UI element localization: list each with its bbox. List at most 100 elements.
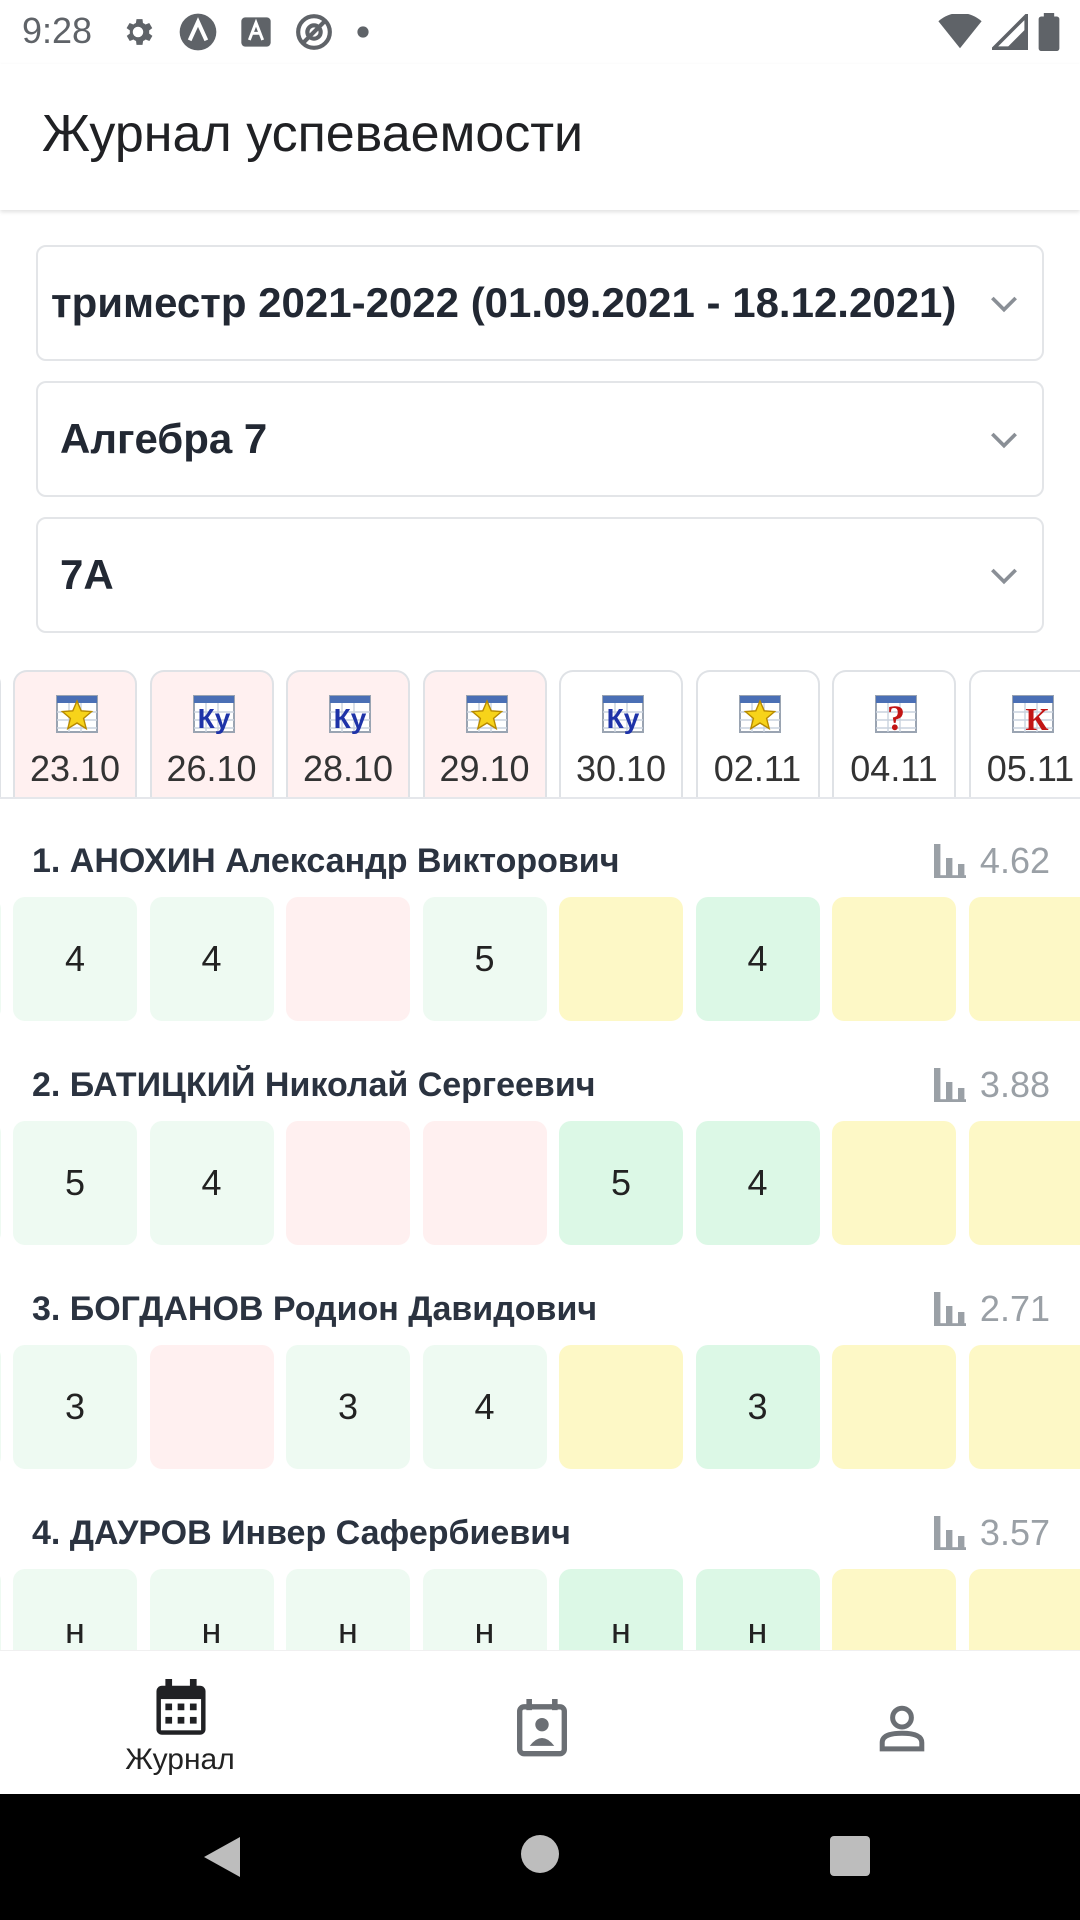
average-value: 4.62 bbox=[979, 840, 1050, 881]
grade-cell[interactable] bbox=[286, 897, 410, 1021]
date-column[interactable]: Ку 30.10 bbox=[559, 670, 683, 798]
bar-chart-icon bbox=[933, 1292, 966, 1326]
grade-cell[interactable]: 4 bbox=[695, 1121, 820, 1245]
grade-cell[interactable]: н bbox=[13, 1569, 137, 1650]
bar-chart-icon bbox=[933, 844, 966, 878]
grade-cell[interactable]: 3 bbox=[13, 1345, 137, 1469]
grade-cell[interactable]: 5 bbox=[422, 897, 547, 1021]
grade-cell-partial bbox=[0, 897, 1, 1021]
bar-chart-icon bbox=[933, 1516, 966, 1550]
grade-cell[interactable]: н bbox=[559, 1569, 683, 1650]
student-average: 2.71 bbox=[933, 1288, 1050, 1330]
grade-cell[interactable]: 4 bbox=[13, 897, 137, 1021]
home-icon[interactable] bbox=[520, 1834, 560, 1874]
person-icon bbox=[879, 1705, 925, 1752]
grade-cell[interactable] bbox=[832, 1569, 956, 1650]
grade-cell[interactable]: н bbox=[695, 1569, 820, 1650]
chevron-down-icon bbox=[991, 568, 1017, 585]
grade-cell[interactable] bbox=[422, 1121, 547, 1245]
grade-cell[interactable]: 3 bbox=[695, 1345, 820, 1469]
ku-icon: Ку bbox=[192, 695, 235, 734]
date-label: 04.11 bbox=[850, 748, 938, 789]
period-select-value: триместр 2021-2022 (01.09.2021 - 18.12.2… bbox=[51, 279, 957, 326]
grade-cell[interactable]: 4 bbox=[149, 1121, 274, 1245]
svg-text:Ку: Ку bbox=[607, 703, 640, 734]
date-column[interactable]: Ку 26.10 bbox=[149, 670, 274, 798]
grade-cell[interactable]: 4 bbox=[422, 1345, 547, 1469]
date-column[interactable]: 29.10 bbox=[422, 670, 547, 798]
nav-journal-label: Журнал bbox=[125, 1743, 235, 1776]
date-columns: 23.10 Ку 26.10 Ку 28.10 29.10 Ку 30.10 02.11? 04.… bbox=[0, 670, 1080, 798]
status-icons-left bbox=[120, 8, 370, 56]
date-label: 30.10 bbox=[575, 748, 667, 789]
status-time: 9:28 bbox=[22, 10, 93, 51]
ku-icon: Ку bbox=[329, 695, 371, 734]
grade-cell[interactable]: 4 bbox=[149, 897, 274, 1021]
ku-icon: Ку bbox=[602, 695, 644, 734]
student-name[interactable]: 2. БАТИЦКИЙ Николай Сергеевич bbox=[32, 1066, 596, 1104]
k-icon: К bbox=[1011, 695, 1054, 736]
grade-cell[interactable]: н bbox=[149, 1569, 274, 1650]
nav-schedule[interactable] bbox=[443, 1651, 643, 1795]
class-select-value: 7А bbox=[60, 551, 114, 598]
average-value: 3.57 bbox=[979, 1512, 1050, 1553]
grade-cell[interactable] bbox=[968, 1121, 1080, 1245]
date-label: 05.11 bbox=[986, 748, 1075, 789]
grade-cell[interactable]: 5 bbox=[13, 1121, 137, 1245]
subject-select-value: Алгебра 7 bbox=[60, 415, 268, 462]
class-select[interactable]: 7А bbox=[36, 517, 1044, 633]
grade-cell[interactable]: 5 bbox=[559, 1121, 683, 1245]
grade-cell[interactable] bbox=[968, 1345, 1080, 1469]
student-name[interactable]: 3. БОГДАНОВ Родион Давидович bbox=[32, 1290, 598, 1328]
period-select[interactable]: триместр 2021-2022 (01.09.2021 - 18.12.2… bbox=[36, 245, 1044, 361]
date-label: 29.10 bbox=[439, 748, 530, 789]
grade-cell[interactable] bbox=[832, 897, 956, 1021]
grade-cell[interactable] bbox=[968, 1569, 1080, 1650]
question-icon: ? bbox=[875, 695, 917, 736]
student-average: 4.62 bbox=[933, 840, 1050, 882]
wifi-icon bbox=[938, 14, 982, 49]
grade-cell[interactable] bbox=[286, 1121, 410, 1245]
nav-journal[interactable]: Журнал bbox=[80, 1651, 280, 1795]
grade-cell[interactable] bbox=[832, 1345, 956, 1469]
grade-cell[interactable]: 4 bbox=[695, 897, 820, 1021]
page-title: Журнал успеваемости bbox=[42, 105, 584, 163]
student-name[interactable]: 4. ДАУРОВ Инвер Сафербиевич bbox=[32, 1514, 571, 1552]
nav-profile[interactable] bbox=[803, 1651, 1003, 1795]
grade-cell[interactable]: н bbox=[422, 1569, 547, 1650]
bottom-nav: Журнал bbox=[0, 1650, 1080, 1795]
back-icon[interactable] bbox=[202, 1835, 242, 1879]
grade-cell[interactable]: н bbox=[286, 1569, 410, 1650]
grade-cell-partial bbox=[0, 1345, 1, 1469]
star-icon bbox=[56, 695, 98, 733]
svg-text:К: К bbox=[1025, 701, 1048, 736]
svg-text:Ку: Ку bbox=[197, 703, 230, 734]
average-value: 2.71 bbox=[979, 1288, 1050, 1329]
subject-select[interactable]: Алгебра 7 bbox=[36, 381, 1044, 497]
date-column[interactable]: ? 04.11 bbox=[832, 670, 956, 798]
grade-cell[interactable] bbox=[559, 897, 683, 1021]
date-column[interactable]: 23.10 bbox=[13, 670, 137, 798]
grade-cell[interactable]: 3 bbox=[286, 1345, 410, 1469]
grade-cell[interactable] bbox=[832, 1121, 956, 1245]
date-label: 26.10 bbox=[166, 748, 257, 789]
date-column[interactable]: К 05.11 bbox=[968, 670, 1080, 798]
calendar-person-icon bbox=[517, 1699, 567, 1757]
grade-cell[interactable] bbox=[968, 897, 1080, 1021]
grade-cell[interactable] bbox=[559, 1345, 683, 1469]
date-column-partial bbox=[0, 670, 1, 798]
grade-cell[interactable] bbox=[149, 1345, 274, 1469]
recents-icon[interactable] bbox=[830, 1836, 870, 1876]
student-name[interactable]: 1. АНОХИН Александр Викторович bbox=[32, 842, 620, 880]
date-column[interactable]: 02.11 bbox=[695, 670, 820, 798]
calendar-icon bbox=[156, 1679, 206, 1735]
gear-icon bbox=[126, 19, 153, 45]
font-a-icon bbox=[241, 17, 271, 47]
svg-text:Ку: Ку bbox=[334, 703, 367, 734]
app-bar: Журнал успеваемости bbox=[0, 64, 1080, 210]
date-column[interactable]: Ку 28.10 bbox=[286, 670, 410, 798]
